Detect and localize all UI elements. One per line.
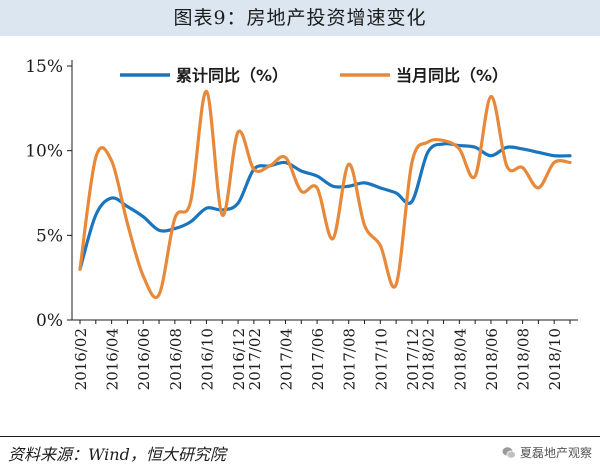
y-tick-label: 10% xyxy=(25,142,63,162)
x-tick-label: 2017/02 xyxy=(246,328,264,390)
series-line-2 xyxy=(78,89,572,300)
legend-label-2: 当月同比（%） xyxy=(396,66,508,85)
x-tick-label: 2016/06 xyxy=(135,328,153,390)
chart-container: 0% 5% 10% 15% 2016/02 2016/04 2016/06 2016/08 20… xyxy=(0,40,600,432)
x-tick-label: 2016/10 xyxy=(198,328,216,390)
y-tick-label: 5% xyxy=(36,226,63,246)
x-tick-label: 2016/02 xyxy=(72,328,90,390)
x-tick-label: 2018/08 xyxy=(515,328,533,390)
figure-title-bar: 图表9：房地产投资增速变化 xyxy=(0,0,600,36)
figure-title: 图表9：房地产投资增速变化 xyxy=(173,7,427,29)
x-tick-label: 2016/08 xyxy=(167,328,185,390)
line-chart: 0% 5% 10% 15% 2016/02 2016/04 2016/06 2016/08 20… xyxy=(25,57,578,390)
x-tick-label: 2016/04 xyxy=(104,328,122,390)
source-divider xyxy=(0,436,600,437)
x-tick-label: 2018/10 xyxy=(546,328,564,390)
x-tick-label: 2017/12 xyxy=(404,328,422,390)
y-tick-label: 0% xyxy=(36,311,63,331)
x-tick-label: 2018/04 xyxy=(451,328,469,390)
x-tick-label: 2017/08 xyxy=(341,328,359,390)
x-tick-label: 2016/12 xyxy=(230,328,248,390)
legend-label-1: 累计同比（%） xyxy=(176,66,288,85)
wechat-icon xyxy=(502,446,516,459)
x-tick-label: 2018/02 xyxy=(420,328,438,390)
y-tick-label: 15% xyxy=(25,57,63,77)
source-note: 资料来源：Wind，恒大研究院 xyxy=(8,445,226,464)
watermark: 夏磊地产观察 xyxy=(502,444,592,461)
x-tick-label: 2017/06 xyxy=(309,328,327,390)
series-line-1 xyxy=(78,142,572,271)
x-tick-label: 2017/10 xyxy=(372,328,390,390)
x-tick-label: 2018/06 xyxy=(483,328,501,390)
x-tick-label: 2017/04 xyxy=(277,328,295,390)
watermark-text: 夏磊地产观察 xyxy=(519,446,592,460)
